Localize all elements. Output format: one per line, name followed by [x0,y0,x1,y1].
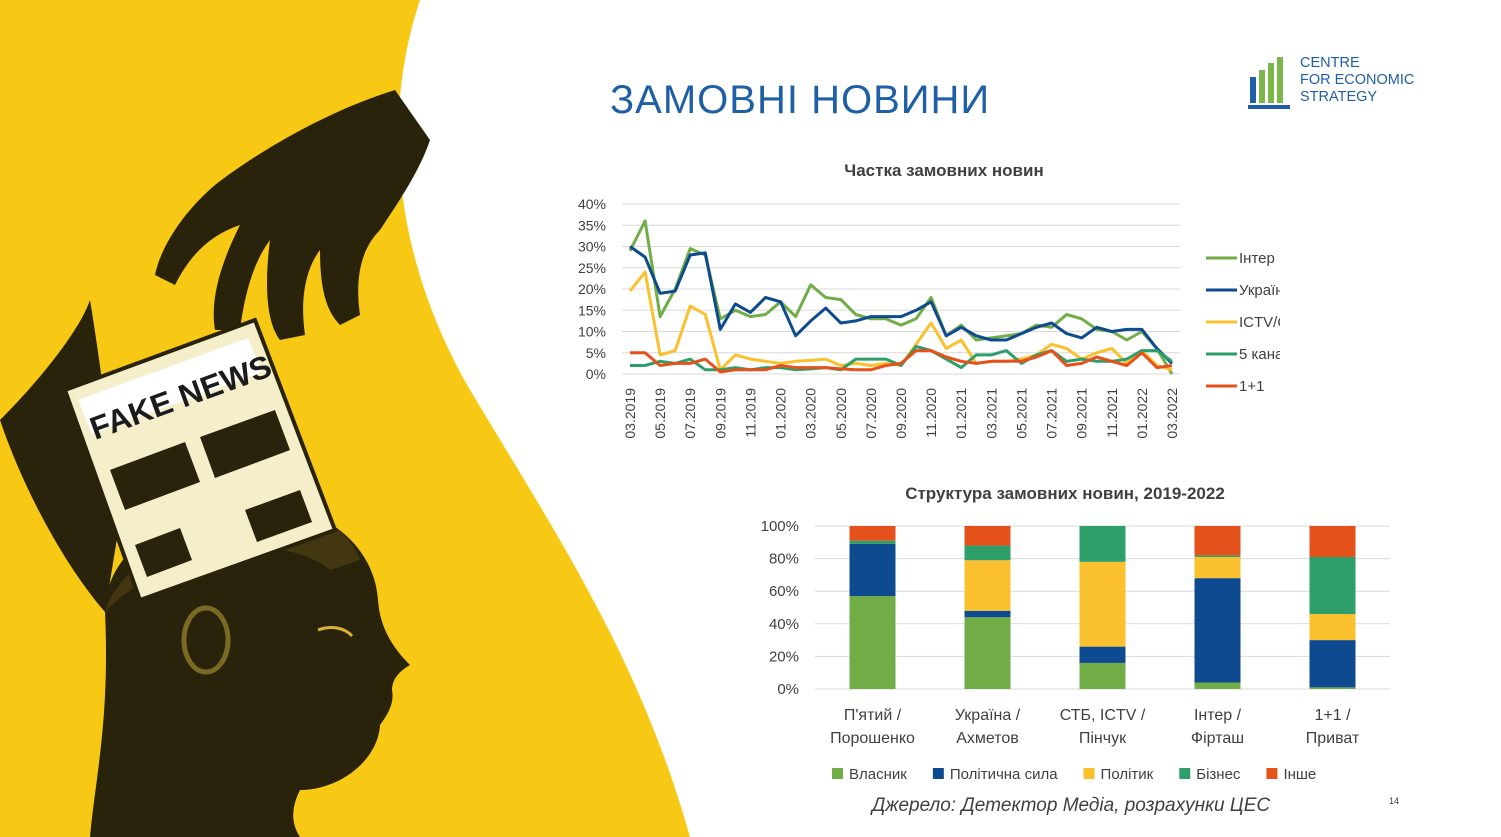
line-chart-x-tick: 09.2020 [893,388,909,439]
line-chart-x-tick: 09.2021 [1074,388,1090,439]
line-chart-x-tick: 03.2019 [622,388,638,439]
bar-category-label: Інтер / Фірташ [1191,707,1244,747]
line-chart-x-tick: 03.2022 [1164,388,1180,439]
bar-legend-swatch [932,768,944,779]
line-chart-y-tick: 40% [578,196,606,212]
bar-category-label: СТБ, ICTV / Пінчук [1060,707,1146,747]
bar-legend-label: Політик [1101,766,1154,783]
line-legend-label: ICTV/СТБ [1239,314,1280,331]
line-chart-x-tick: 03.2020 [803,388,819,439]
line-chart-y-tick: 10% [578,324,606,340]
bar-legend-label: Політична сила [950,766,1058,783]
bar-chart-y-tick: 40% [769,616,799,633]
line-chart-x-tick: 05.2020 [833,388,849,439]
bar-segment-політична-сила [849,543,896,597]
line-chart-y-tick: 25% [578,260,606,276]
bar-legend-swatch [832,768,843,779]
line-legend-label: Інтер [1239,250,1275,267]
page-number: 14 [1389,796,1400,806]
logo-line-3: STRATEGY [1300,89,1378,105]
ces-logo: CENTRE FOR ECONOMIC STRATEGY [1248,55,1448,115]
bar-segment-інше [1194,526,1241,556]
bar-segment-політик [1194,556,1241,579]
bar-segment-інше [964,526,1011,546]
bar-legend-label: Власник [849,766,907,783]
bar-segment-бізнес [1079,526,1126,562]
bar-segment-власник [1079,662,1126,689]
bar-segment-власник [1194,682,1241,689]
bar-category-label: Україна / Ахметов [955,707,1021,747]
bar-segment-політична-сила [1309,640,1356,688]
bar-legend-label: Інше [1283,766,1316,783]
bar-segment-політик [1309,614,1356,641]
bar-segment-власник [964,617,1011,689]
bar-segment-бізнес [1194,555,1241,557]
line-chart-x-tick: 01.2022 [1134,388,1150,439]
bar-chart-y-tick: 80% [769,551,799,568]
line-chart-y-tick: 5% [586,345,606,361]
line-chart-y-tick: 0% [586,366,606,382]
line-chart-x-tick: 05.2021 [1013,388,1029,439]
bar-category-label: П'ятий / Порошенко [830,707,915,747]
bar-legend-swatch [1083,768,1095,779]
line-chart-x-tick: 07.2019 [682,388,698,439]
bar-category-label: 1+1 /Приват [1306,707,1360,747]
line-chart-title: Частка замовних новин [844,161,1044,180]
line-series-1-1 [630,349,1173,374]
line-chart-x-tick: 03.2021 [983,388,999,439]
bar-chart-y-tick: 20% [769,648,799,665]
line-chart-x-tick: 05.2019 [652,388,668,439]
bar-legend-swatch [1179,768,1191,779]
line-legend-label: 1+1 [1239,378,1264,395]
bar-segment-політик [1079,561,1126,647]
logo-line-2: FOR ECONOMIC [1300,72,1415,88]
bar-segment-політична-сила [1079,646,1126,663]
stacked-bar-chart: 0% 20% 40% 60% 80% 100% П'ятий / Порошенко Украї… [761,518,1390,783]
newspaper-graphic: FAKE NEWS [62,317,338,603]
bar-segment-бізнес [964,545,1011,561]
bar-segment-інше [849,526,896,541]
bar-legend-swatch [1266,768,1278,779]
line-chart-x-tick: 11.2020 [923,388,939,438]
source-note: Джерело: Детектор Медіа, розрахунки ЦЕС [872,795,1271,816]
bar-chart-y-tick: 60% [769,583,799,600]
line-series-інтер [628,219,1174,375]
line-chart-y-tick: 30% [578,239,606,255]
line-chart: 0% 5% 10% 15% 20% 25% 30% 35% 40% 03.2019 05.2019 0… [578,196,1280,439]
line-chart-x-tick: 07.2021 [1044,388,1060,439]
line-chart-y-tick: 20% [578,281,606,297]
bar-segment-бізнес [1309,556,1356,615]
logo-line-1: CENTRE [1300,55,1360,71]
bar-legend-label: Бізнес [1196,766,1241,783]
line-series-5-канал [630,344,1173,372]
fake-news-illustration: FAKE NEWS [0,0,700,837]
line-chart-x-tick: 09.2019 [712,388,728,439]
line-chart-x-tick: 07.2020 [863,388,879,439]
bar-chart-title: Структура замовних новин, 2019-2022 [905,484,1225,503]
line-legend-label: Україна [1239,282,1280,299]
bar-segment-політична-сила [964,610,1011,618]
line-series-україна [629,245,1174,365]
line-chart-y-tick: 35% [578,217,606,233]
bar-segment-власник [849,596,896,689]
bar-segment-бізнес [849,540,896,544]
logo-bars-icon [1248,57,1290,109]
bar-segment-політик [964,560,1011,611]
line-chart-y-tick: 15% [578,302,606,318]
line-chart-x-tick: 01.2021 [953,388,969,439]
line-chart-x-tick: 11.2021 [1104,388,1120,438]
line-chart-x-tick: 11.2019 [742,388,758,438]
bar-segment-політична-сила [1194,578,1241,683]
slide-title: ЗАМОВНІ НОВИНИ [610,78,991,122]
line-chart-x-tick: 01.2020 [773,388,789,439]
bar-segment-власник [1309,687,1356,689]
bar-segment-інше [1309,526,1356,557]
bar-chart-y-tick: 100% [761,518,799,535]
bar-chart-y-tick: 0% [777,681,799,698]
line-legend-label: 5 канал [1239,346,1280,363]
